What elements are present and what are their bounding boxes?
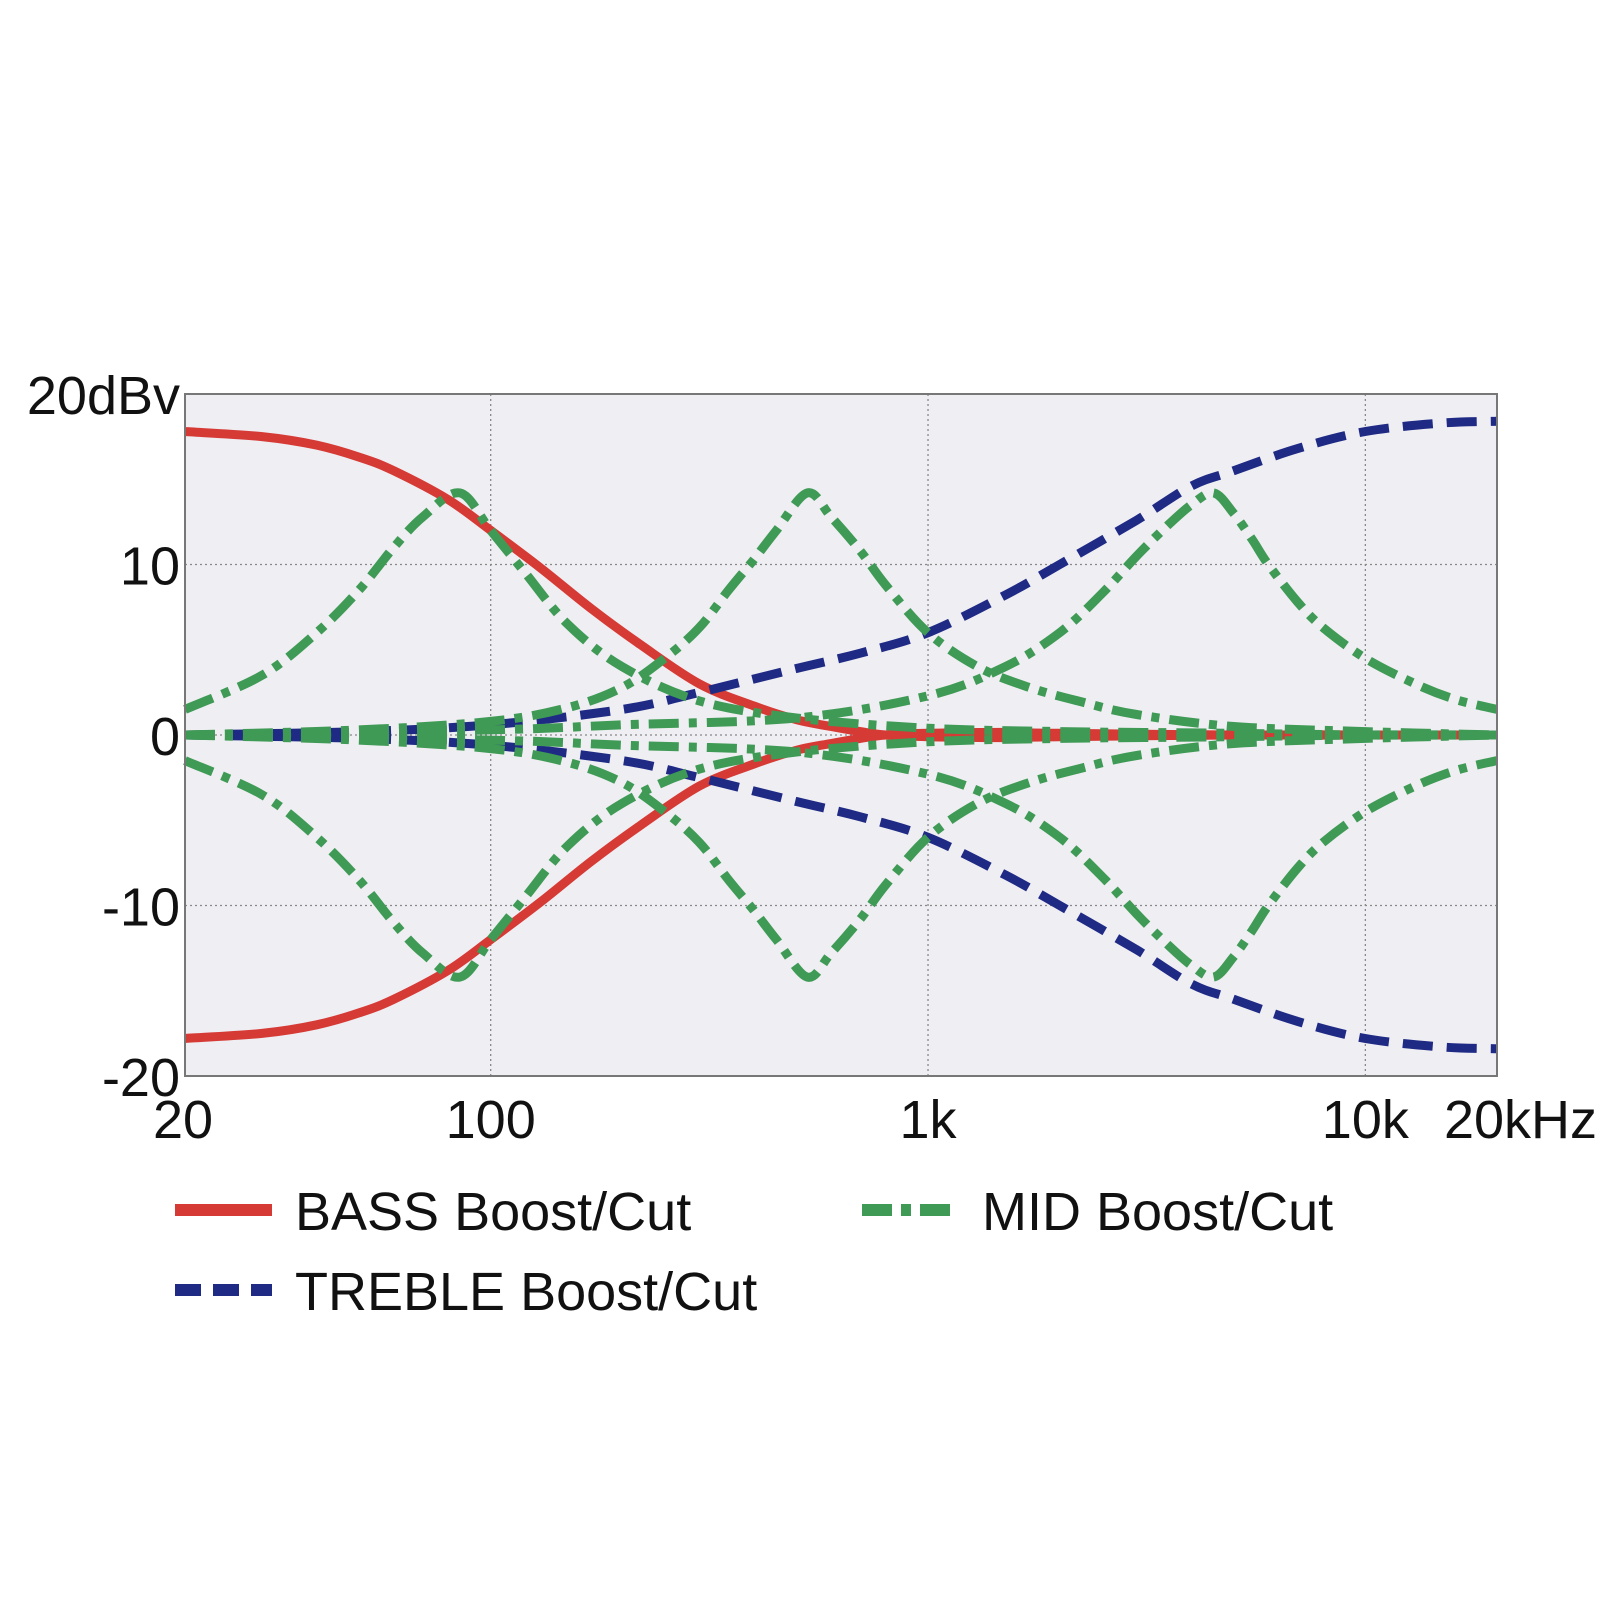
treble-legend-label: TREBLE Boost/Cut [295,1262,757,1322]
mid-curve-2 [184,488,1498,740]
y-tick-label-4: -20 [102,1048,180,1108]
x-tick-label-0: 20 [153,1090,213,1150]
mid-curve-3 [184,730,1498,982]
y-tick-label-1: 10 [120,537,180,597]
series-lines [183,416,1499,1054]
x-tick-label-1: 100 [446,1090,536,1150]
mid-curve-1 [183,730,1498,982]
bass-legend-label: BASS Boost/Cut [295,1182,691,1242]
mid-curve-5 [184,730,1499,982]
y-tick-label-3: -10 [102,878,180,938]
legend: BASS Boost/Cut MID Boost/Cut TREBLE Boost/… [175,1182,1333,1322]
mid-curve-4 [184,488,1499,740]
x-tick-label-3: 10k [1322,1090,1410,1150]
y-tick-label-0: 20dBv [27,366,180,426]
x-tick-label-2: 1k [899,1090,957,1150]
y-tick-label-2: 0 [150,707,180,767]
plot-frame [184,393,1498,1077]
x-tick-label-4: 20kHz [1444,1090,1597,1150]
mid-legend-label: MID Boost/Cut [982,1182,1333,1242]
bass-curve-1 [184,727,1497,1043]
